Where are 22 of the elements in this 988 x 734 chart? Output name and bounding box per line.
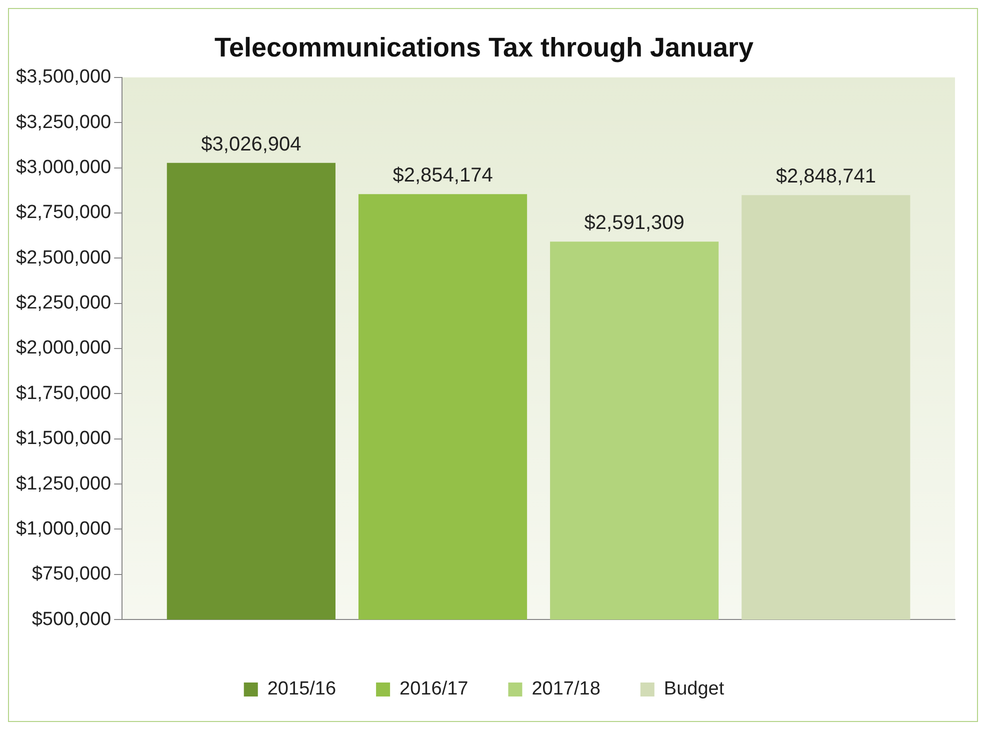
y-tick-label: $1,250,000 bbox=[16, 473, 112, 494]
y-tick-label: $3,000,000 bbox=[16, 157, 112, 178]
chart-title: Telecommunications Tax through January bbox=[214, 32, 754, 63]
data-label: $2,591,309 bbox=[584, 212, 684, 234]
data-label: $3,026,904 bbox=[201, 133, 302, 156]
y-tick-label: $1,500,000 bbox=[16, 428, 112, 450]
y-tick-label: $3,500,000 bbox=[16, 66, 112, 88]
y-tick-label: $2,750,000 bbox=[16, 202, 112, 224]
legend-label: 2015/16 bbox=[267, 678, 336, 700]
y-tick-label: $1,000,000 bbox=[16, 518, 112, 540]
data-label: $2,848,741 bbox=[776, 166, 876, 188]
y-tick-label: $2,000,000 bbox=[16, 338, 112, 359]
data-label: $2,854,174 bbox=[392, 164, 493, 187]
y-tick-label: $3,250,000 bbox=[16, 112, 112, 133]
y-tick-label: $1,750,000 bbox=[16, 382, 112, 404]
legend-label: 2017/18 bbox=[532, 678, 600, 700]
y-tick-label: $2,500,000 bbox=[16, 247, 112, 268]
legend-label: 2016/17 bbox=[400, 678, 468, 700]
y-tick-label: $500,000 bbox=[32, 608, 112, 630]
legend-label: Budget bbox=[664, 678, 725, 700]
y-tick-label: $2,250,000 bbox=[16, 292, 112, 314]
y-tick-label: $750,000 bbox=[32, 564, 112, 585]
